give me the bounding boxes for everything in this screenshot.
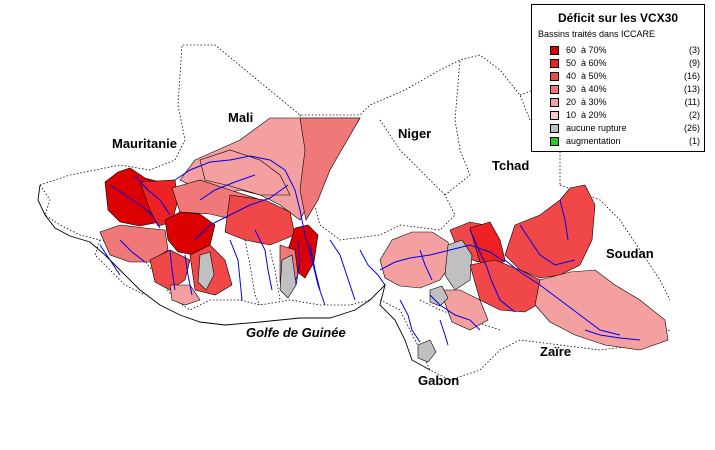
label-gabon: Gabon bbox=[418, 373, 459, 388]
legend-count: (16) bbox=[683, 71, 700, 81]
legend-swatch bbox=[550, 46, 559, 55]
basin-ivory-2 bbox=[169, 284, 201, 306]
basin-gabon-grey bbox=[417, 339, 437, 363]
legend-swatch bbox=[550, 72, 559, 81]
legend-count: (3) bbox=[689, 45, 700, 55]
legend-item: 20 à 30% (11) bbox=[550, 97, 700, 109]
legend-label: augmentation bbox=[566, 136, 621, 146]
legend-label: 50 à 60% bbox=[566, 58, 607, 68]
legend-count: (26) bbox=[683, 123, 700, 133]
basin-gabon-grey-2 bbox=[429, 285, 449, 307]
legend-swatch bbox=[550, 59, 559, 68]
legend-label: 60 à 70% bbox=[566, 45, 607, 55]
basin-cameroon bbox=[379, 231, 453, 289]
label-tchad: Tchad bbox=[492, 158, 529, 173]
label-mauritanie: Mauritanie bbox=[112, 136, 177, 151]
legend-title: Déficit sur les VCX30 bbox=[557, 11, 679, 25]
legend-swatch bbox=[550, 111, 559, 120]
label-zaire: Zaïre bbox=[540, 344, 571, 359]
legend-count: (11) bbox=[684, 97, 700, 107]
legend-label: 10 à 20% bbox=[566, 110, 607, 120]
coastline bbox=[37, 184, 431, 371]
label-soudan: Soudan bbox=[606, 246, 654, 261]
basin-grey-west bbox=[197, 251, 215, 291]
legend-swatch bbox=[550, 98, 559, 107]
basin-guinea-west bbox=[99, 224, 169, 263]
legend-item: 60 à 70% (3) bbox=[550, 45, 700, 57]
label-golfe-de-guinee: Golfe de Guinée bbox=[246, 325, 346, 340]
legend-label: aucune rupture bbox=[566, 123, 627, 133]
legend-label: 30 à 40% bbox=[566, 84, 607, 94]
basin-niger-right bbox=[299, 117, 361, 221]
legend-item: 40 à 50% (16) bbox=[550, 71, 700, 83]
basin-soudan bbox=[504, 184, 596, 279]
label-mali: Mali bbox=[228, 110, 253, 125]
legend-swatch bbox=[550, 124, 559, 133]
legend-item: augmentation (1) bbox=[550, 136, 700, 148]
legend-subtitle: Bassins traités dans ICCARE bbox=[538, 29, 656, 39]
legend-count: (2) bbox=[689, 110, 700, 120]
legend-item: 30 à 40% (13) bbox=[550, 84, 700, 96]
legend-count: (13) bbox=[683, 84, 700, 94]
basin-cameroon-south bbox=[439, 289, 489, 331]
basin-volta-grey bbox=[279, 254, 297, 299]
basin-chad-grey bbox=[444, 239, 473, 291]
basin-mali-central bbox=[224, 194, 296, 246]
legend-count: (9) bbox=[689, 58, 700, 68]
basin-zaire-east bbox=[534, 269, 669, 351]
legend-item: aucune rupture (26) bbox=[550, 123, 700, 135]
legend-item: 10 à 20% (2) bbox=[550, 110, 700, 122]
map-legend: Déficit sur les VCX30 Bassins traités da… bbox=[531, 4, 705, 152]
label-niger: Niger bbox=[398, 126, 431, 141]
legend-label: 40 à 50% bbox=[566, 71, 607, 81]
legend-swatch bbox=[550, 85, 559, 94]
rivers bbox=[99, 155, 641, 346]
legend-label: 20 à 30% bbox=[566, 97, 607, 107]
legend-count: (1) bbox=[689, 136, 700, 146]
legend-item: 50 à 60% (9) bbox=[550, 58, 700, 70]
legend-swatch bbox=[550, 137, 559, 146]
basins bbox=[99, 117, 669, 363]
